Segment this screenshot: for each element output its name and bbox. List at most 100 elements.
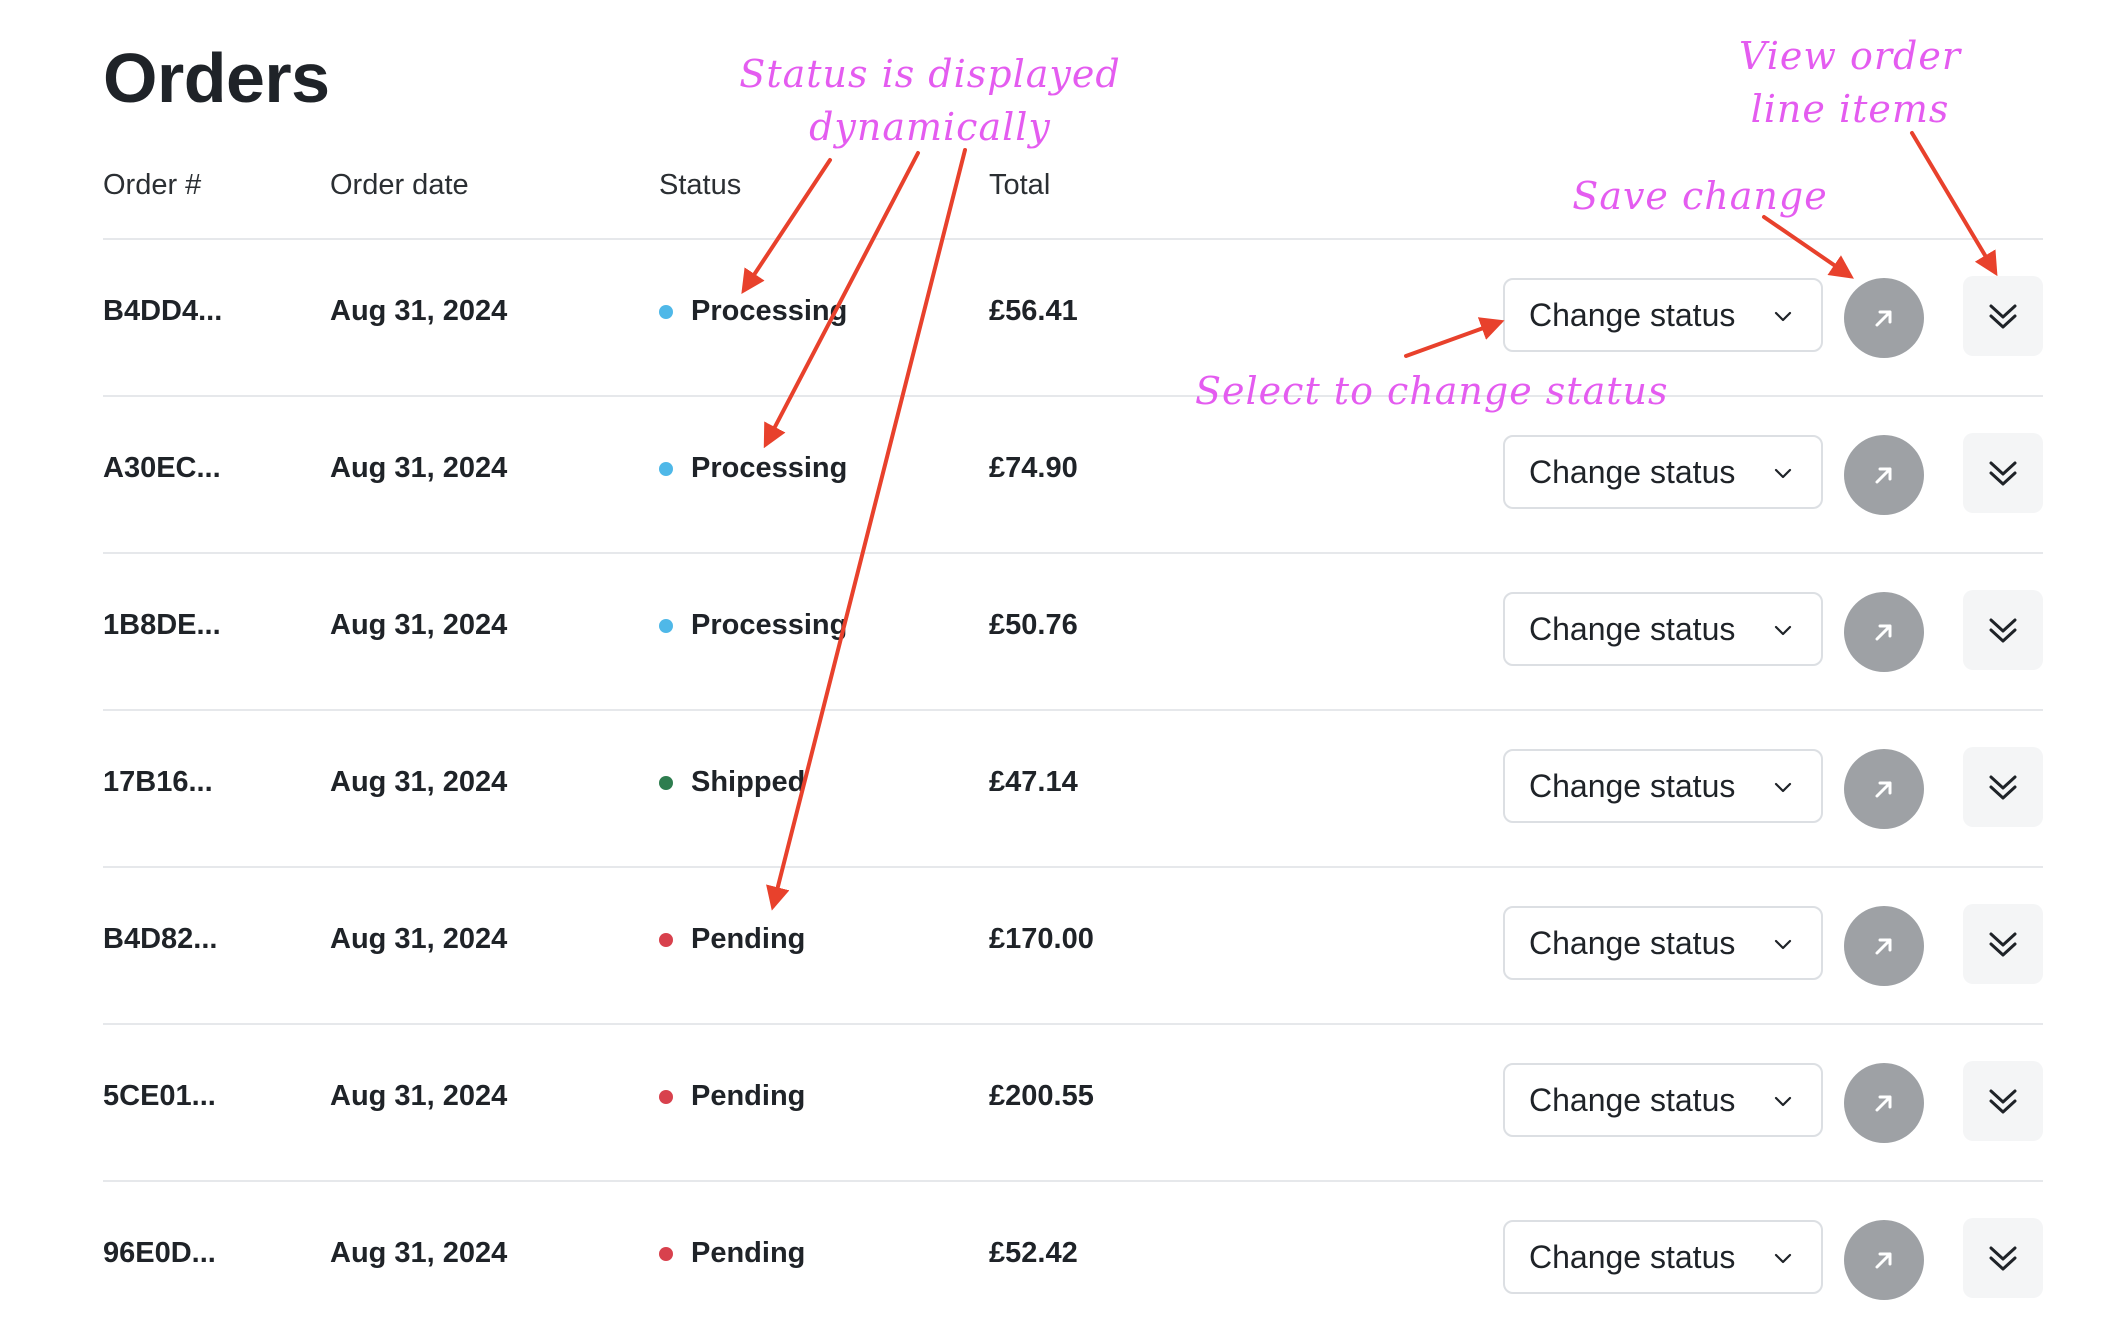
arrow-up-right-icon <box>1875 1095 1892 1112</box>
chevron-down-icon <box>1774 1096 1792 1107</box>
order-id: 1B8DE... <box>103 609 221 641</box>
save-status-button[interactable] <box>1844 435 1924 515</box>
view-line-items-button[interactable] <box>1963 276 2043 356</box>
status-dot-icon <box>659 304 673 319</box>
view-line-items-button[interactable] <box>1963 747 2043 827</box>
status-dot-icon <box>659 1246 673 1261</box>
double-chevron-down-icon <box>1989 932 2017 957</box>
status-dot-icon <box>659 461 673 476</box>
order-total: £50.76 <box>989 609 1078 641</box>
status-label: Pending <box>691 923 806 955</box>
change-status-select[interactable]: Change status <box>1503 592 1823 666</box>
change-status-label: Change status <box>1529 453 1736 490</box>
order-id: A30EC... <box>103 452 221 484</box>
order-date: Aug 31, 2024 <box>330 295 508 327</box>
change-status-select[interactable]: Change status <box>1503 906 1823 980</box>
order-total: £170.00 <box>989 923 1094 955</box>
change-status-select[interactable]: Change status <box>1503 1220 1823 1294</box>
status-cell: Processing <box>659 295 847 328</box>
view-line-items-button[interactable] <box>1963 433 2043 513</box>
change-status-label: Change status <box>1529 924 1736 961</box>
order-date: Aug 31, 2024 <box>330 609 508 641</box>
status-cell: Pending <box>659 1237 805 1270</box>
table-row: 96E0D... Aug 31, 2024 Pending £52.42 Cha… <box>103 1182 2043 1337</box>
page-title: Orders <box>103 39 330 117</box>
order-id: B4D82... <box>103 923 218 955</box>
orders-table-body: B4DD4... Aug 31, 2024 Processing £56.41 … <box>103 240 2043 1337</box>
status-dot-icon <box>659 775 673 790</box>
double-chevron-down-icon <box>1989 1089 2017 1114</box>
order-total: £56.41 <box>989 295 1078 327</box>
save-status-button[interactable] <box>1844 592 1924 672</box>
orders-page: Orders Order # Order date Status Total B… <box>103 0 2043 1306</box>
arrow-up-right-icon <box>1875 467 1892 484</box>
status-cell: Processing <box>659 452 847 485</box>
change-status-select[interactable]: Change status <box>1503 435 1823 509</box>
status-dot-icon <box>659 618 673 633</box>
order-date: Aug 31, 2024 <box>330 1237 508 1269</box>
order-date: Aug 31, 2024 <box>330 766 508 798</box>
change-status-select[interactable]: Change status <box>1503 278 1823 352</box>
order-total: £52.42 <box>989 1237 1078 1269</box>
double-chevron-down-icon <box>1989 304 2017 329</box>
view-line-items-button[interactable] <box>1963 590 2043 670</box>
column-header-total: Total <box>989 169 1051 201</box>
order-date: Aug 31, 2024 <box>330 452 508 484</box>
double-chevron-down-icon <box>1989 461 2017 486</box>
chevron-down-icon <box>1774 1253 1792 1264</box>
chevron-down-icon <box>1774 939 1792 950</box>
arrow-up-right-icon <box>1875 938 1892 955</box>
view-line-items-button[interactable] <box>1963 1061 2043 1141</box>
column-header-order: Order # <box>103 169 202 201</box>
change-status-label: Change status <box>1529 767 1736 804</box>
status-label: Pending <box>691 1237 806 1269</box>
table-row: 5CE01... Aug 31, 2024 Pending £200.55 Ch… <box>103 1025 2043 1182</box>
save-status-button[interactable] <box>1844 1063 1924 1143</box>
save-status-button[interactable] <box>1844 749 1924 829</box>
status-dot-icon <box>659 932 673 947</box>
save-status-button[interactable] <box>1844 1220 1924 1300</box>
status-label: Processing <box>691 609 848 641</box>
table-row: B4DD4... Aug 31, 2024 Processing £56.41 … <box>103 240 2043 397</box>
status-label: Processing <box>691 295 848 327</box>
status-label: Shipped <box>691 766 806 798</box>
change-status-label: Change status <box>1529 296 1736 333</box>
status-label: Processing <box>691 452 848 484</box>
view-line-items-button[interactable] <box>1963 904 2043 984</box>
table-row: 1B8DE... Aug 31, 2024 Processing £50.76 … <box>103 554 2043 711</box>
order-date: Aug 31, 2024 <box>330 923 508 955</box>
arrow-up-right-icon <box>1875 781 1892 798</box>
change-status-label: Change status <box>1529 1238 1736 1275</box>
order-id: 17B16... <box>103 766 213 798</box>
order-id: 5CE01... <box>103 1080 216 1112</box>
status-dot-icon <box>659 1089 673 1104</box>
change-status-label: Change status <box>1529 610 1736 647</box>
double-chevron-down-icon <box>1989 775 2017 800</box>
status-cell: Pending <box>659 1080 805 1113</box>
order-total: £74.90 <box>989 452 1078 484</box>
table-row: 17B16... Aug 31, 2024 Shipped £47.14 Cha… <box>103 711 2043 868</box>
column-header-date: Order date <box>330 169 469 201</box>
status-cell: Processing <box>659 609 847 642</box>
chevron-down-icon <box>1774 782 1792 793</box>
change-status-label: Change status <box>1529 1081 1736 1118</box>
chevron-down-icon <box>1774 625 1792 636</box>
save-status-button[interactable] <box>1844 906 1924 986</box>
table-header: Order # Order date Status Total <box>103 165 2043 240</box>
chevron-down-icon <box>1774 311 1792 322</box>
status-cell: Pending <box>659 923 805 956</box>
status-cell: Shipped <box>659 766 805 799</box>
save-status-button[interactable] <box>1844 278 1924 358</box>
table-row: B4D82... Aug 31, 2024 Pending £170.00 Ch… <box>103 868 2043 1025</box>
arrow-up-right-icon <box>1875 310 1892 327</box>
double-chevron-down-icon <box>1989 1246 2017 1271</box>
order-id: B4DD4... <box>103 295 223 327</box>
order-total: £47.14 <box>989 766 1078 798</box>
status-label: Pending <box>691 1080 806 1112</box>
change-status-select[interactable]: Change status <box>1503 1063 1823 1137</box>
order-total: £200.55 <box>989 1080 1094 1112</box>
view-line-items-button[interactable] <box>1963 1218 2043 1298</box>
change-status-select[interactable]: Change status <box>1503 749 1823 823</box>
table-row: A30EC... Aug 31, 2024 Processing £74.90 … <box>103 397 2043 554</box>
double-chevron-down-icon <box>1989 618 2017 643</box>
